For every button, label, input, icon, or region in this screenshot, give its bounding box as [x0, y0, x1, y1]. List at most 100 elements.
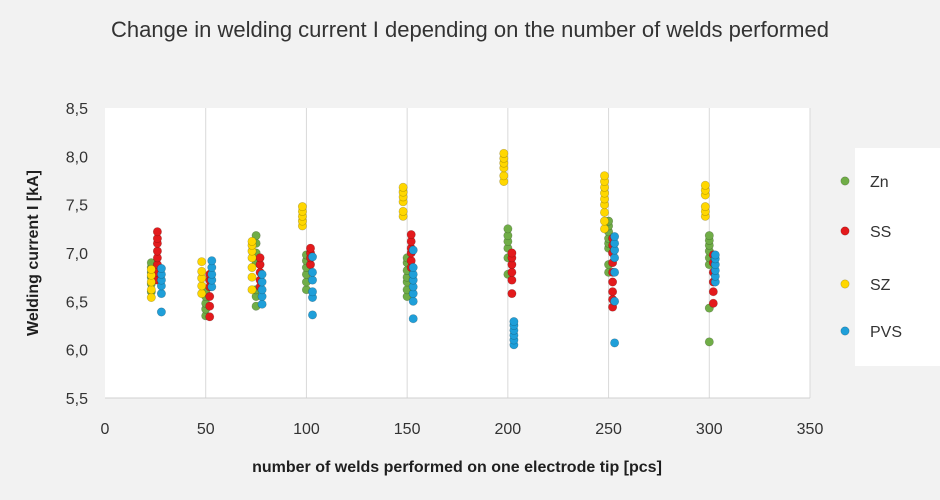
data-point	[197, 257, 207, 267]
plot-area	[105, 108, 810, 398]
data-point	[708, 287, 718, 297]
data-point	[700, 202, 710, 212]
x-tick-labels: 0 50 100 150 200 250 300 350	[101, 421, 824, 438]
data-point	[307, 287, 317, 297]
data-points	[146, 148, 720, 350]
x-tick-label: 300	[696, 421, 723, 438]
data-point	[406, 230, 416, 240]
y-tick-labels: 5,5 6,0 6,5 7,0 7,5 8,0 8,5	[66, 101, 88, 408]
data-point	[197, 289, 207, 299]
data-point	[156, 289, 166, 299]
data-point	[509, 317, 519, 327]
data-point	[197, 266, 207, 276]
y-tick-label: 7,0	[66, 246, 88, 263]
data-point	[197, 281, 207, 291]
data-point	[257, 269, 267, 279]
data-point	[704, 337, 714, 347]
data-point	[257, 277, 267, 287]
legend-label: PVS	[870, 324, 902, 341]
data-point	[608, 277, 618, 287]
series-PVS	[156, 232, 720, 350]
legend-item-PVS: PVS	[840, 324, 902, 341]
y-tick-label: 5,5	[66, 391, 88, 408]
data-point	[708, 298, 718, 308]
data-point	[305, 243, 315, 253]
data-point	[608, 287, 618, 297]
data-point	[146, 264, 156, 274]
legend-marker	[840, 326, 850, 336]
data-point	[307, 310, 317, 320]
y-tick-label: 8,5	[66, 101, 88, 118]
data-point	[700, 180, 710, 190]
legend: Zn SS SZ PVS	[840, 174, 902, 341]
series-SZ	[146, 148, 710, 302]
data-point	[507, 275, 517, 285]
legend-marker	[840, 279, 850, 289]
data-point	[507, 248, 517, 258]
x-tick-label: 50	[197, 421, 215, 438]
legend-marker	[840, 176, 850, 186]
data-point	[507, 289, 517, 299]
data-point	[247, 272, 257, 282]
data-point	[599, 207, 609, 217]
data-point	[207, 256, 217, 266]
data-point	[156, 263, 166, 273]
legend-item-SS: SS	[840, 224, 891, 241]
data-point	[257, 285, 267, 295]
chart-title: Change in welding current I depending on…	[111, 17, 829, 42]
data-point	[599, 171, 609, 181]
y-tick-label: 6,5	[66, 294, 88, 311]
data-point	[307, 252, 317, 262]
x-tick-label: 250	[595, 421, 622, 438]
data-point	[257, 299, 267, 309]
data-point	[205, 301, 215, 311]
y-axis-title: Welding current I [kA]	[25, 170, 42, 336]
legend-label: SZ	[870, 277, 891, 294]
y-tick-label: 6,0	[66, 343, 88, 360]
data-point	[499, 148, 509, 158]
data-point	[297, 202, 307, 212]
legend-item-Zn: Zn	[840, 174, 889, 191]
data-point	[610, 267, 620, 277]
data-point	[710, 250, 720, 260]
x-tick-label: 100	[293, 421, 320, 438]
data-point	[398, 206, 408, 216]
legend-label: SS	[870, 224, 891, 241]
x-tick-label: 200	[495, 421, 522, 438]
data-point	[251, 231, 261, 241]
y-tick-label: 8,0	[66, 149, 88, 166]
data-point	[146, 285, 156, 295]
data-point	[610, 232, 620, 242]
data-point	[156, 307, 166, 317]
data-point	[152, 227, 162, 237]
data-point	[408, 262, 418, 272]
data-point	[503, 224, 513, 234]
data-point	[610, 296, 620, 306]
data-point	[408, 245, 418, 255]
data-point	[610, 338, 620, 348]
data-point	[408, 314, 418, 324]
x-tick-label: 150	[394, 421, 421, 438]
data-point	[205, 312, 215, 322]
legend-box	[855, 148, 940, 366]
data-point	[704, 231, 714, 241]
data-point	[205, 291, 215, 301]
y-tick-label: 7,5	[66, 198, 88, 215]
data-point	[599, 216, 609, 226]
legend-marker	[840, 226, 850, 236]
data-point	[247, 285, 257, 295]
legend-item-SZ: SZ	[840, 277, 891, 294]
data-point	[247, 236, 257, 246]
data-point	[408, 296, 418, 306]
legend-label: Zn	[870, 174, 889, 191]
data-point	[599, 224, 609, 234]
data-point	[307, 267, 317, 277]
data-point	[507, 267, 517, 277]
x-tick-label: 350	[797, 421, 824, 438]
x-axis-title: number of welds performed on one electro…	[252, 459, 662, 476]
data-point	[146, 292, 156, 302]
data-point	[247, 262, 257, 272]
data-point	[499, 171, 509, 181]
data-point	[398, 182, 408, 192]
